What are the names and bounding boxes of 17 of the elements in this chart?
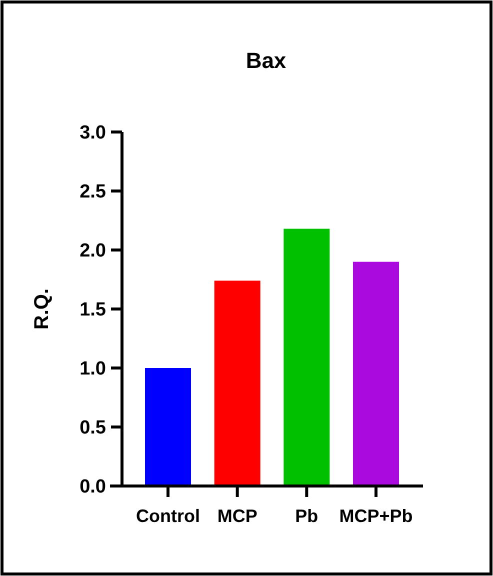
y-tick-label: 3.0	[80, 122, 106, 144]
x-tick-label: Pb	[295, 506, 318, 526]
x-tick-label: Control	[136, 506, 200, 526]
bar	[284, 228, 330, 486]
chart-title: Bax	[246, 48, 287, 73]
y-tick-label: 0.5	[80, 418, 106, 439]
bar	[145, 368, 191, 486]
y-tick-label: 2.5	[80, 182, 106, 203]
x-tick-label: MCP+Pb	[339, 506, 413, 526]
y-tick-label: 1.0	[80, 358, 106, 380]
bar	[214, 280, 260, 486]
bar	[353, 262, 399, 486]
y-axis-title: R.Q.	[31, 288, 53, 330]
y-tick-label: 2.0	[80, 240, 106, 262]
x-tick-label: MCP	[217, 506, 258, 526]
y-tick-label: 1.5	[80, 300, 106, 321]
y-tick-label: 0.0	[80, 476, 106, 498]
